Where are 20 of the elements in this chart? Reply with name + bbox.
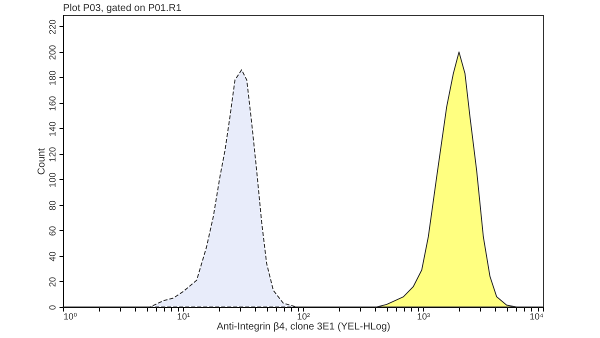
y-tick-label: 220 — [48, 19, 58, 34]
y-tick-label: 160 — [48, 96, 58, 111]
x-tick-label: 10¹ — [176, 312, 190, 322]
x-tick-label: 10⁴ — [530, 312, 544, 322]
y-tick-label: 20 — [48, 276, 58, 288]
x-tick-label: 10² — [296, 312, 310, 322]
y-tick-label: 200 — [48, 44, 58, 60]
y-tick-label: 120 — [48, 146, 58, 162]
y-tick-label: 40 — [48, 251, 58, 262]
y-tick-label: 100 — [48, 172, 58, 188]
y-tick-label: 180 — [48, 70, 58, 86]
x-tick-label: 10⁰ — [64, 312, 78, 322]
y-tick-label: 0 — [48, 304, 58, 310]
y-tick-label: 60 — [48, 226, 58, 236]
x-tick-label: 10³ — [416, 312, 430, 322]
chart-title: Plot P03, gated on P01.R1 — [63, 3, 182, 14]
y-axis-title: Count — [36, 148, 48, 175]
y-tick-label: 80 — [48, 200, 58, 210]
y-tick-label: 140 — [48, 121, 58, 136]
x-axis-title: Anti-Integrin β4, clone 3E1 (YEL-HLog) — [216, 322, 390, 332]
